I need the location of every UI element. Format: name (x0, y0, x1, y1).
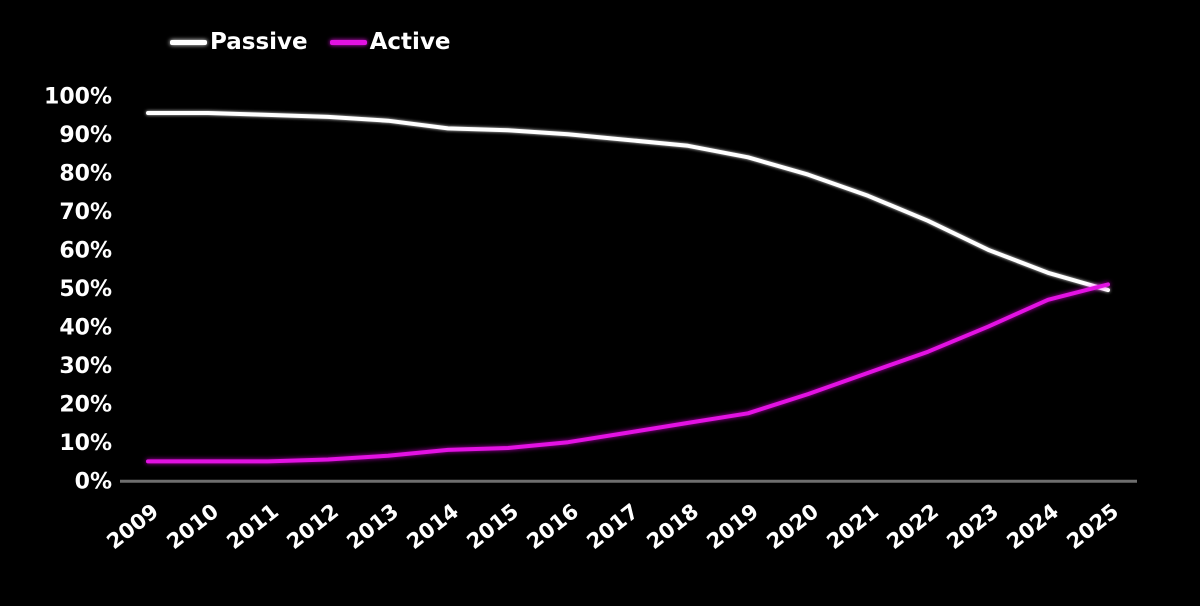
x-tick-label: 2018 (642, 499, 703, 554)
x-tick-label: 2011 (222, 499, 283, 554)
x-tick-label: 2022 (882, 499, 943, 554)
x-tick-label: 2017 (582, 499, 643, 554)
x-tick-label: 2019 (702, 499, 763, 554)
x-tick-label: 2009 (102, 499, 163, 554)
legend-item-passive: Passive (170, 29, 308, 55)
x-tick-label: 2023 (942, 499, 1003, 554)
legend-label-active: Active (369, 29, 451, 55)
series-line-active (146, 282, 1110, 464)
y-tick-label: 40% (59, 316, 112, 341)
x-tick-label: 2012 (282, 499, 343, 554)
y-tick-label: 30% (59, 354, 112, 379)
y-tick-label: 80% (59, 162, 112, 187)
legend-label-passive: Passive (210, 29, 308, 55)
passive-line-swatch-icon (170, 40, 207, 46)
x-tick-label: 2016 (522, 499, 583, 554)
x-tick-label: 2024 (1002, 499, 1063, 554)
y-tick-label: 10% (59, 431, 112, 456)
chart-legend: Passive Active (170, 29, 451, 55)
y-tick-label: 100% (44, 85, 112, 110)
x-tick-label: 2014 (402, 499, 463, 554)
x-tick-label: 2021 (822, 499, 883, 554)
x-tick-label: 2015 (462, 499, 523, 554)
legend-item-active: Active (329, 29, 451, 55)
y-tick-label: 70% (59, 200, 112, 225)
y-tick-label: 90% (59, 123, 112, 148)
active-line-swatch-icon (329, 40, 367, 46)
x-tick-label: 2013 (342, 499, 403, 554)
y-tick-label: 20% (59, 393, 112, 418)
x-tick-label: 2010 (162, 499, 223, 554)
y-tick-label: 50% (59, 277, 112, 302)
x-tick-label: 2020 (762, 499, 823, 554)
y-tick-label: 60% (59, 239, 112, 264)
series-line-passive (146, 111, 1110, 293)
x-tick-label: 2025 (1062, 499, 1123, 554)
y-tick-label: 0% (75, 470, 112, 495)
